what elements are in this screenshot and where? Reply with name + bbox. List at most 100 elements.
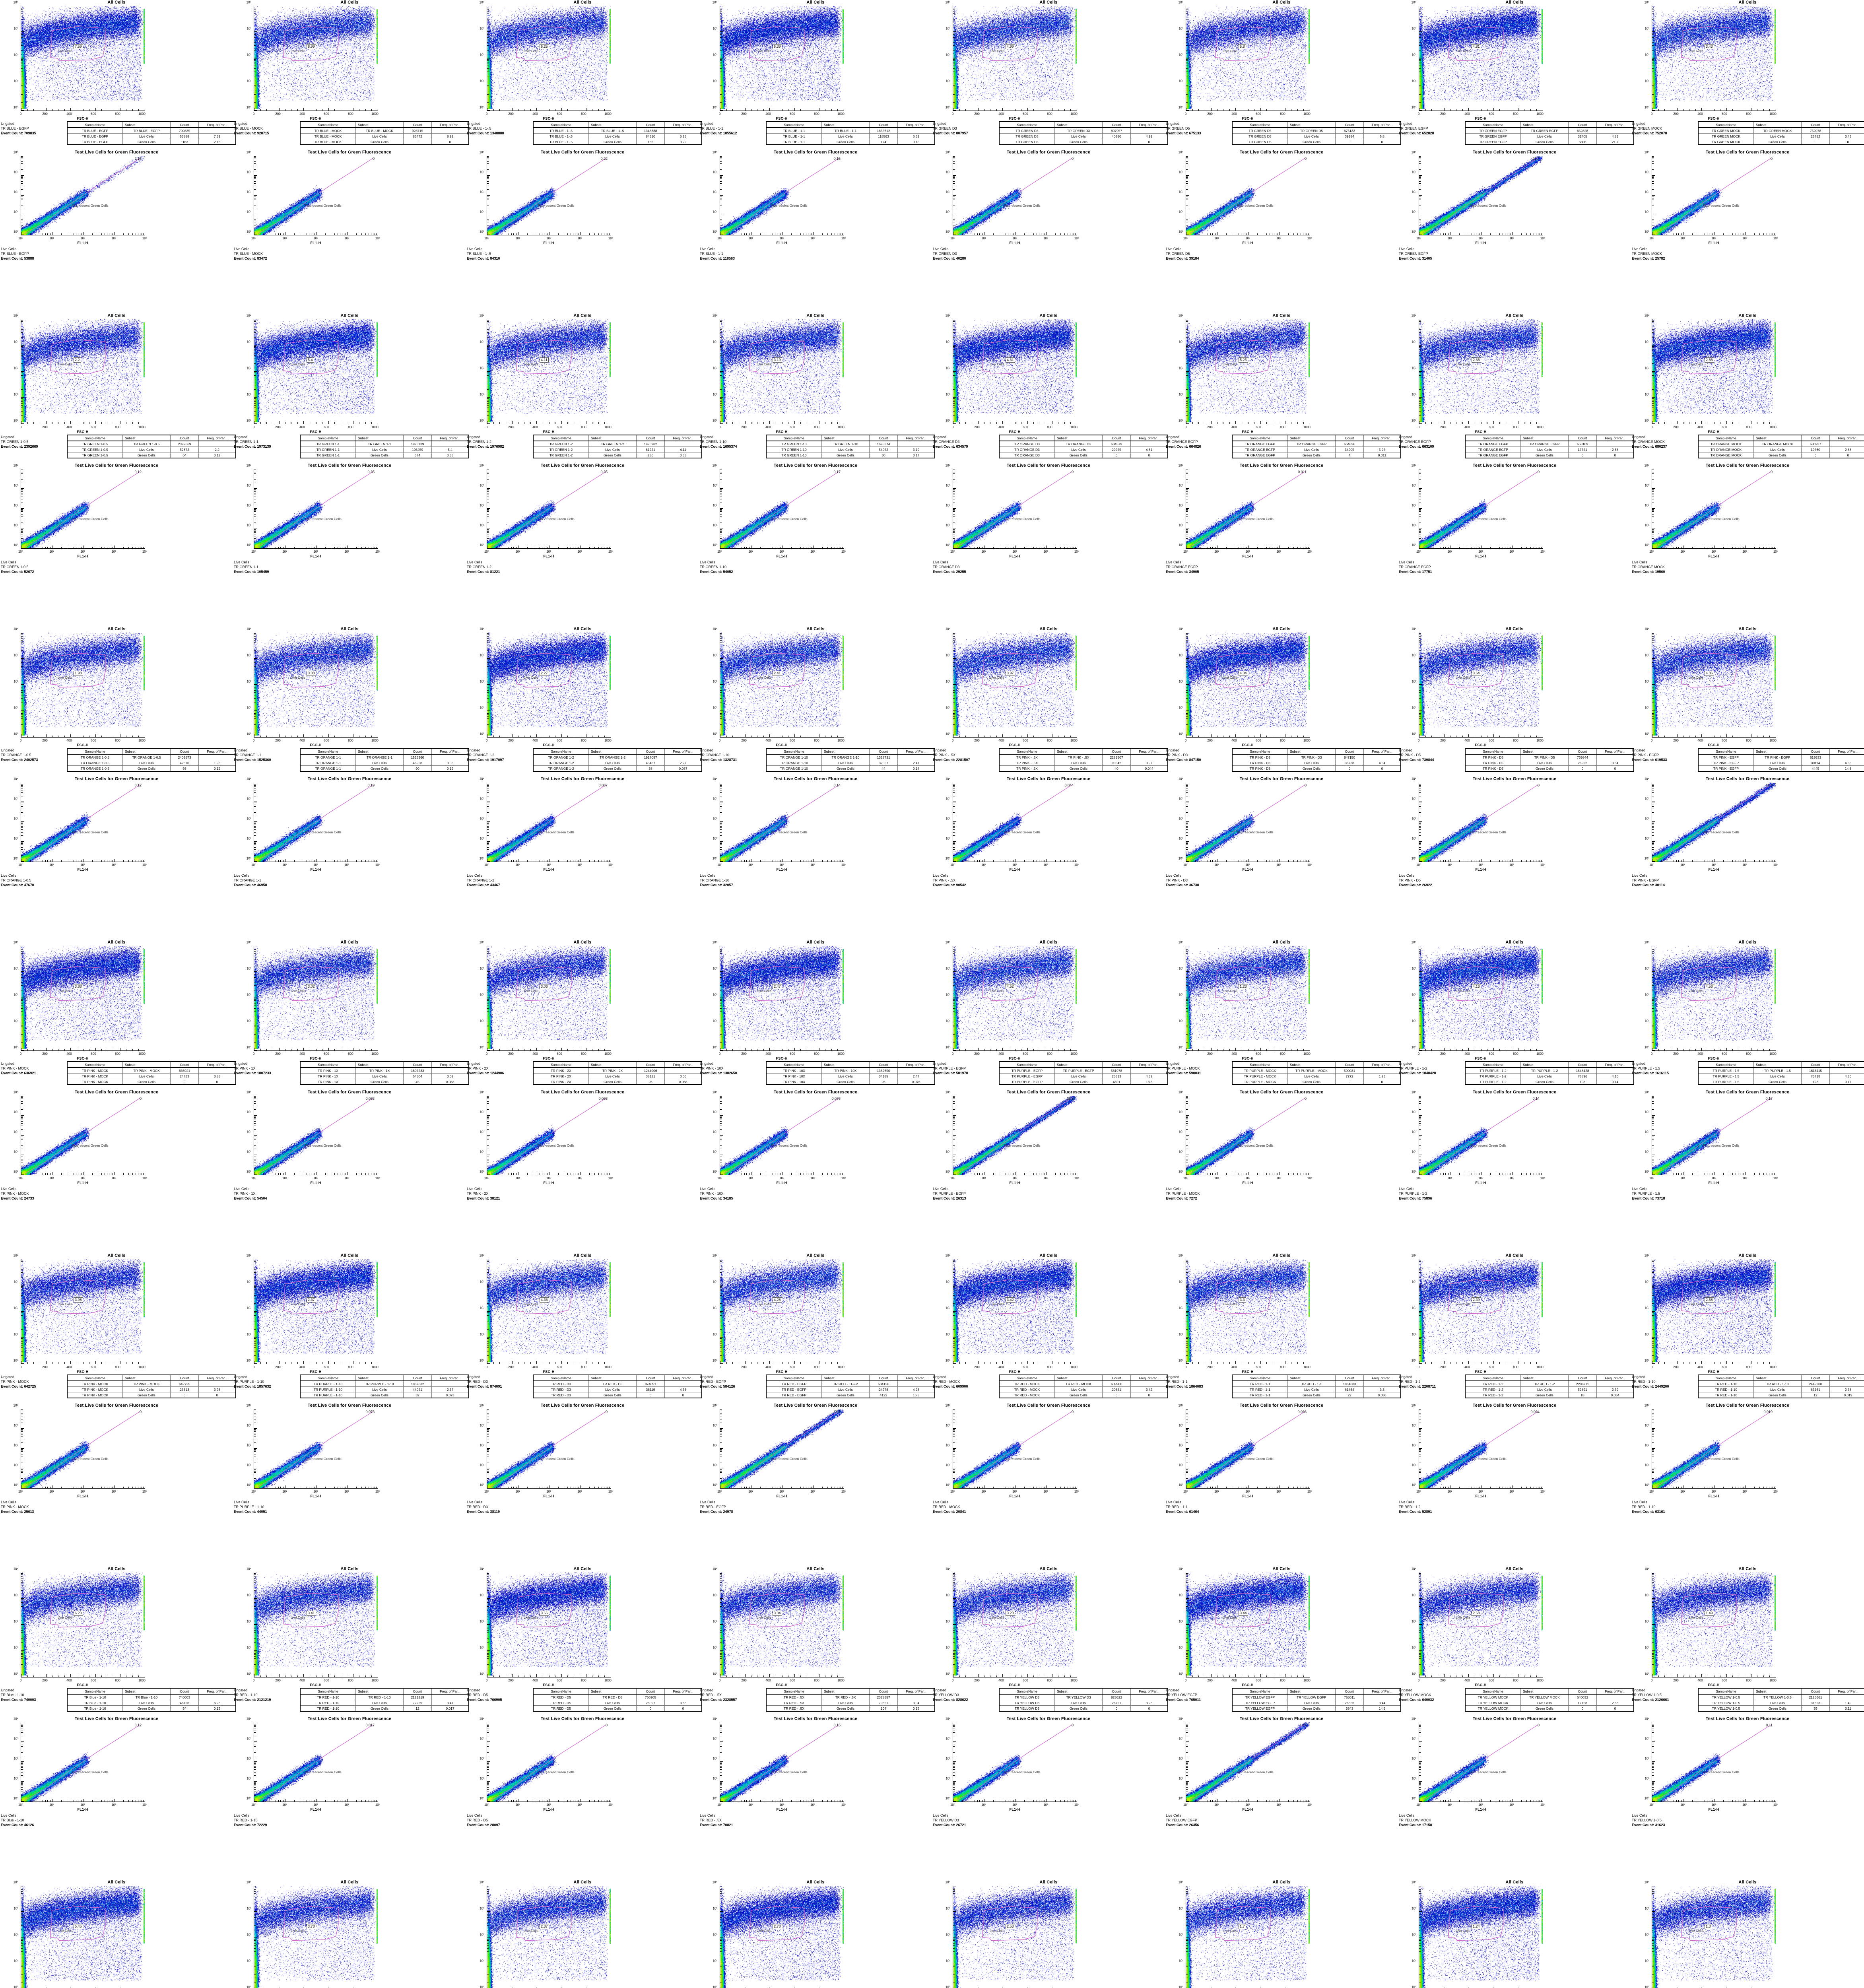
statistics-table[interactable]: SampleName Subset Count Freq. of Par... TR R… xyxy=(1232,1375,1401,1398)
scatter-plot-area[interactable]: Live Cells 4.36 xyxy=(487,1259,611,1364)
green-cells-gate-line[interactable] xyxy=(254,1409,378,1488)
table-row[interactable]: TR YELLOW 1-0.5 Green Cells 35 0.11 xyxy=(1698,1705,1864,1712)
table-row[interactable]: TR ORANGE EGFP Green Cells 0 0 xyxy=(1465,452,1634,458)
table-row[interactable]: TR ORANGE EGFP TR ORANGE EGFP 664826 xyxy=(1232,441,1401,447)
scatter-plot-area[interactable]: Live Cells 4.61 xyxy=(953,319,1077,424)
live-cells-gate-polygon[interactable] xyxy=(21,633,145,737)
green-cells-gate-line[interactable] xyxy=(21,156,145,235)
live-cells-gate-polygon[interactable] xyxy=(1186,6,1310,111)
table-row[interactable]: TR GREEN D3 Green Cells 0 0 xyxy=(999,139,1168,145)
table-row[interactable]: TR ORANGE 1-1 Live Cells 46958 3.08 xyxy=(300,760,469,766)
scatter-plot-area[interactable]: Live Cells 3.42 xyxy=(953,1259,1077,1364)
table-row[interactable]: TR GREEN 1-10 Green Cells 30 0.17 xyxy=(766,452,935,458)
statistics-table[interactable]: SampleName Subset Count Freq. of Par... TR Y… xyxy=(1698,1688,1864,1712)
statistics-table[interactable]: SampleName Subset Count Freq. of Par... TR P… xyxy=(300,1375,469,1398)
live-cells-gate-polygon[interactable] xyxy=(720,946,844,1050)
table-row[interactable]: TR ORANGE 1-10 TR ORANGE 1-10 1328731 xyxy=(766,754,935,760)
live-cells-gate-polygon[interactable] xyxy=(21,6,145,111)
table-row[interactable]: TR PINK - D3 Green Cells 0 0 xyxy=(1232,765,1401,772)
statistics-table[interactable]: SampleName Subset Count Freq. of Par... TR P… xyxy=(999,1061,1168,1085)
green-cells-gate-line[interactable] xyxy=(953,1096,1077,1175)
live-cells-gate-polygon[interactable] xyxy=(1186,946,1310,1050)
table-row[interactable]: TR GREEN 1-0.5 Green Cells 64 0.12 xyxy=(67,452,236,458)
scatter-plot-area[interactable]: Live Cells 2.47 xyxy=(720,946,844,1051)
table-row[interactable]: TR RED - 1-2 TR RED - 1-2 2208711 xyxy=(1465,1380,1634,1387)
table-row[interactable]: TR YELLOW 1-0.5 Live Cells 31623 1.49 xyxy=(1698,1700,1864,1706)
fl1-plot-area[interactable]: 0 Fluorescent Green Cells xyxy=(21,1409,145,1489)
fl1-plot-area[interactable]: 2.16 Fluorescent Green Cells xyxy=(21,156,145,235)
table-row[interactable]: TR ORANGE 1-2 TR ORANGE 1-2 1917097 xyxy=(533,754,702,760)
statistics-table[interactable]: SampleName Subset Count Freq. of Par... TR G… xyxy=(1465,121,1634,145)
statistics-table[interactable]: SampleName Subset Count Freq. of Par... TR O… xyxy=(1698,435,1864,458)
green-cells-gate-line[interactable] xyxy=(254,1096,378,1175)
fl1-plot-area[interactable]: 0.15 Fluorescent Green Cells xyxy=(720,1722,844,1802)
table-row[interactable]: TR ORANGE D3 TR ORANGE D3 634579 xyxy=(999,441,1168,447)
scatter-plot-area[interactable]: Live Cells 2.2 xyxy=(21,319,145,424)
green-cells-gate-line[interactable] xyxy=(1652,156,1776,235)
scatter-plot-area[interactable]: Live Cells 3.64 xyxy=(1419,633,1543,738)
live-cells-gate-polygon[interactable] xyxy=(254,319,378,424)
table-row[interactable]: TR PINK - 10X TR PINK - 10X 1382650 xyxy=(766,1067,935,1074)
statistics-table[interactable]: SampleName Subset Count Freq. of Par... TR G… xyxy=(300,435,469,458)
table-row[interactable]: TR ORANGE 1-2 Green Cells 38 0.087 xyxy=(533,765,702,772)
table-row[interactable]: TR ORANGE 1-1 Green Cells 90 0.19 xyxy=(300,765,469,772)
table-row[interactable]: TR RED - .5X TR RED - .5X 2328557 xyxy=(766,1694,935,1700)
table-row[interactable]: TR PURPLE - 1-2 Green Cells 108 0.14 xyxy=(1465,1079,1634,1085)
fl1-plot-area[interactable]: 0.073 Fluorescent Green Cells xyxy=(254,1409,378,1489)
table-row[interactable]: TR BLUE - MOCK Live Cells 83472 8.99 xyxy=(300,133,469,139)
green-cells-gate-line[interactable] xyxy=(487,1096,611,1175)
scatter-plot-area[interactable]: Live Cells 5.4 xyxy=(254,319,378,424)
table-row[interactable]: TR GREEN MOCK Green Cells 0 0 xyxy=(1698,139,1864,145)
fl1-plot-area[interactable]: 0 Fluorescent Green Cells xyxy=(1652,156,1776,235)
live-cells-gate-polygon[interactable] xyxy=(1419,1886,1543,1988)
table-row[interactable]: TR BLUE - 1-.5 Live Cells 84310 6.25 xyxy=(533,133,702,139)
scatter-plot-area[interactable]: Live Cells 1.7 xyxy=(1186,1886,1310,1988)
live-cells-gate-polygon[interactable] xyxy=(254,946,378,1050)
green-cells-gate-line[interactable] xyxy=(487,469,611,548)
table-row[interactable]: TR PURPLE - 1.5 Green Cells 123 0.17 xyxy=(1698,1079,1864,1085)
table-row[interactable]: TR BLUE - EGFP TR BLUE - EGFP 709835 xyxy=(67,127,236,134)
green-cells-gate-line[interactable] xyxy=(1186,1409,1310,1488)
scatter-plot-area[interactable]: Live Cells 5.25 xyxy=(1186,319,1310,424)
green-cells-gate-line[interactable] xyxy=(720,782,844,862)
table-row[interactable]: TR PINK - 1X Live Cells 54504 3.02 xyxy=(300,1073,469,1079)
live-cells-gate-polygon[interactable] xyxy=(720,1886,844,1988)
table-row[interactable]: TR GREEN 1-2 TR GREEN 1-2 1976982 xyxy=(533,441,702,447)
live-cells-gate-polygon[interactable] xyxy=(21,1573,145,1677)
live-cells-gate-polygon[interactable] xyxy=(1652,1886,1776,1988)
green-cells-gate-line[interactable] xyxy=(21,1722,145,1802)
scatter-plot-area[interactable]: Live Cells 3.43 xyxy=(1652,6,1776,111)
table-row[interactable]: TR YELLOW MOCK Green Cells 0 0 xyxy=(1465,1705,1634,1712)
green-cells-gate-line[interactable] xyxy=(1652,782,1776,862)
table-row[interactable]: TR PURPLE - EGFP TR PURPLE - EGFP 581978 xyxy=(999,1067,1168,1074)
table-row[interactable]: TR PINK - .5X Live Cells 90542 3.97 xyxy=(999,760,1168,766)
statistics-table[interactable]: SampleName Subset Count Freq. of Par... TR R… xyxy=(533,1688,702,1712)
live-cells-gate-polygon[interactable] xyxy=(1652,946,1776,1050)
green-cells-gate-line[interactable] xyxy=(1186,469,1310,548)
scatter-plot-area[interactable]: Live Cells 3.06 xyxy=(487,946,611,1051)
live-cells-gate-polygon[interactable] xyxy=(1186,1573,1310,1677)
fl1-plot-area[interactable]: 0.036 Fluorescent Green Cells xyxy=(1186,1409,1310,1489)
live-cells-gate-polygon[interactable] xyxy=(1419,633,1543,737)
table-row[interactable]: TR ORANGE MOCK Green Cells 0 0 xyxy=(1698,452,1864,458)
fl1-plot-area[interactable]: 0.087 Fluorescent Green Cells xyxy=(487,782,611,862)
statistics-table[interactable]: SampleName Subset Count Freq. of Par... TR G… xyxy=(1698,121,1864,145)
table-row[interactable]: TR YELLOW EGFP TR YELLOW EGFP 765011 xyxy=(1232,1694,1401,1700)
table-row[interactable]: TR ORANGE EGFP Live Cells 34905 5.25 xyxy=(1232,447,1401,452)
live-cells-gate-polygon[interactable] xyxy=(720,1259,844,1364)
statistics-table[interactable]: SampleName Subset Count Freq. of Par... TR O… xyxy=(67,748,236,772)
live-cells-gate-polygon[interactable] xyxy=(21,946,145,1050)
scatter-plot-area[interactable]: Live Cells 4.99 xyxy=(953,6,1077,111)
live-cells-gate-polygon[interactable] xyxy=(1186,1886,1310,1988)
fl1-plot-area[interactable]: 0 Fluorescent Green Cells xyxy=(1186,782,1310,862)
table-row[interactable]: TR PINK - MOCK TR PINK - MOCK 642725 xyxy=(67,1380,236,1387)
fl1-plot-area[interactable]: 0.11 Fluorescent Green Cells xyxy=(1652,1722,1776,1802)
table-row[interactable]: TR GREEN 1-1 Green Cells 374 0.35 xyxy=(300,452,469,458)
live-cells-gate-polygon[interactable] xyxy=(953,633,1077,737)
table-row[interactable]: TR ORANGE 1-0.5 TR ORANGE 1-0.5 2402573 xyxy=(67,754,236,760)
scatter-plot-area[interactable]: Live Cells 4.86 xyxy=(1652,633,1776,738)
table-row[interactable]: TR ORANGE MOCK Live Cells 19560 2.88 xyxy=(1698,447,1864,452)
table-row[interactable]: TR GREEN D5 TR GREEN D5 675133 xyxy=(1232,127,1401,134)
table-row[interactable]: TR ORANGE 1-0.5 Green Cells 56 0.12 xyxy=(67,765,236,772)
table-row[interactable]: TR PINK - 2X TR PINK - 2X 1244906 xyxy=(533,1067,702,1074)
